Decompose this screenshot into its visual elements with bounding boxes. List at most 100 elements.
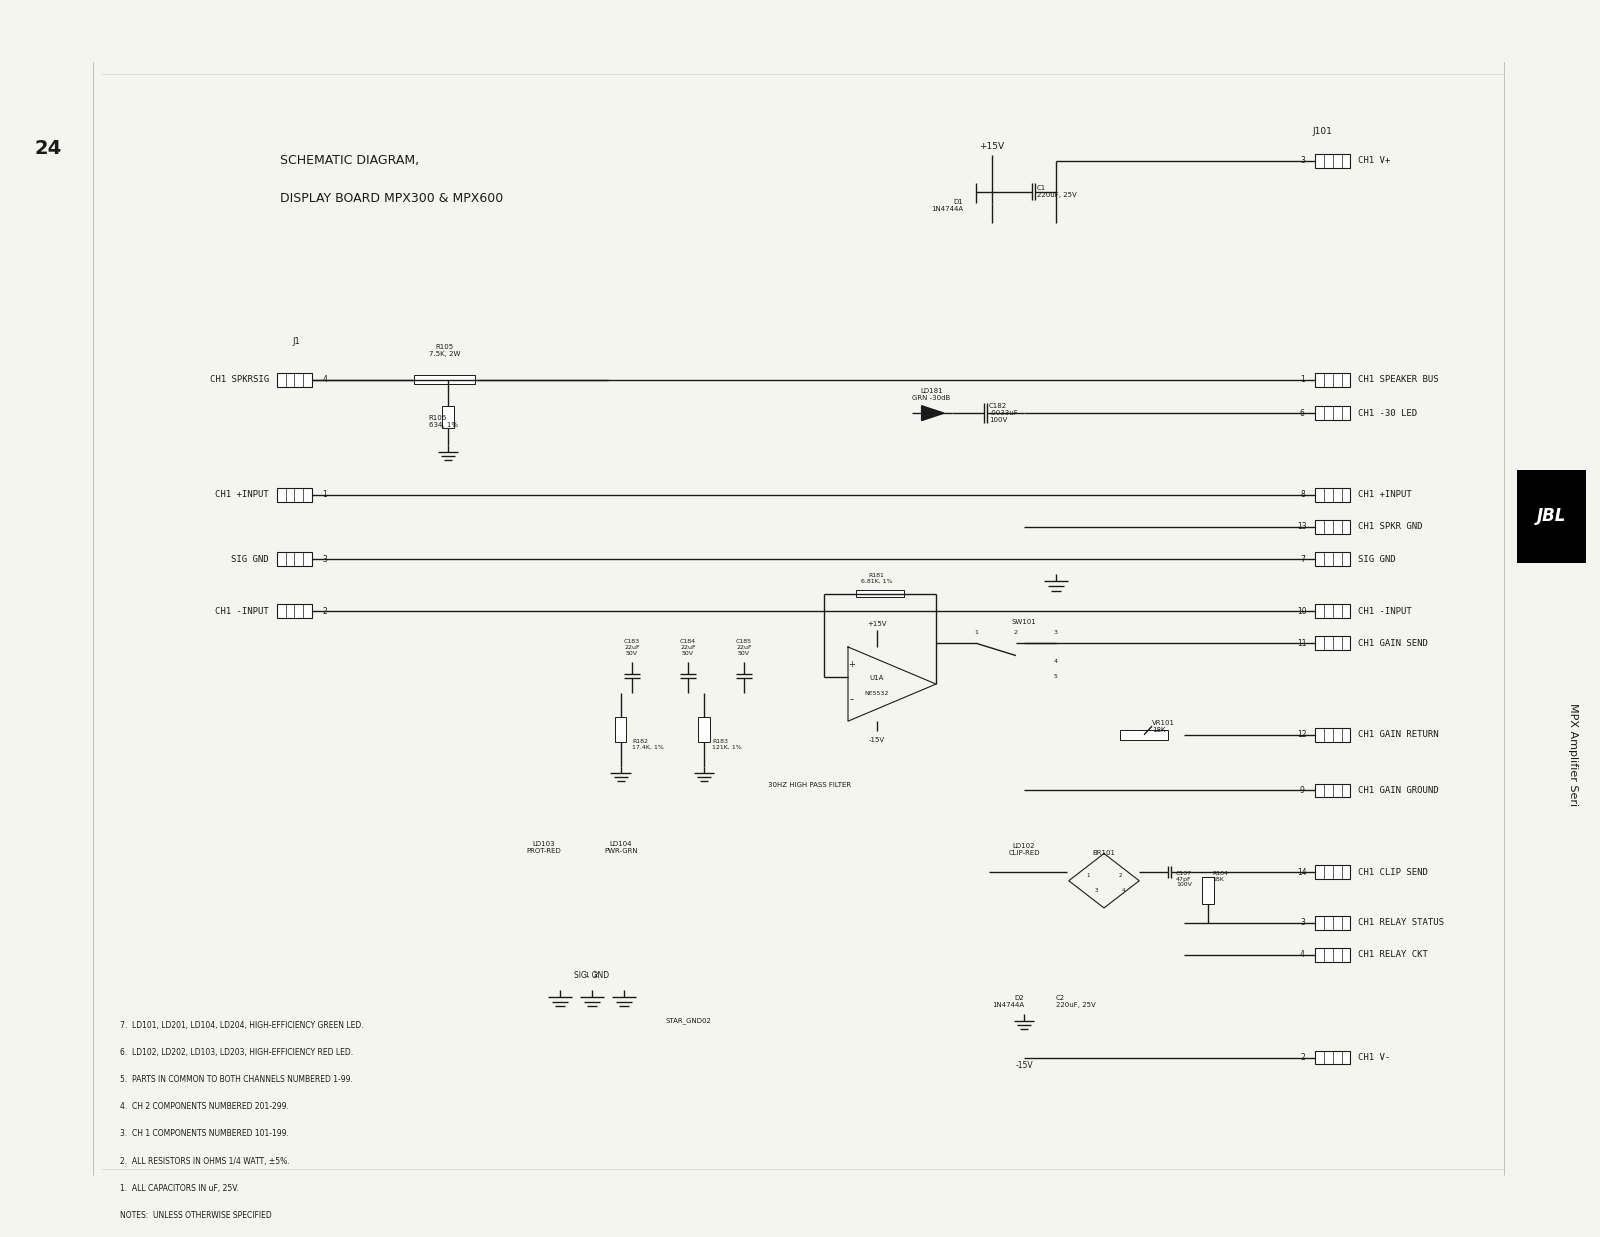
Text: CH1 SPKR GND: CH1 SPKR GND: [1358, 522, 1422, 532]
Bar: [1315, 520, 1350, 534]
Text: CH1 GAIN GROUND: CH1 GAIN GROUND: [1358, 785, 1438, 795]
Text: 30HZ HIGH PASS FILTER: 30HZ HIGH PASS FILTER: [768, 782, 851, 788]
Text: SW101: SW101: [1011, 618, 1037, 625]
Text: CH1 -30 LED: CH1 -30 LED: [1358, 408, 1418, 418]
Text: 2: 2: [1301, 1053, 1304, 1063]
Text: SIG. GND: SIG. GND: [574, 971, 610, 980]
Text: CH1 -INPUT: CH1 -INPUT: [214, 606, 269, 616]
Text: 4: 4: [322, 375, 328, 385]
Text: 14: 14: [1298, 867, 1307, 877]
Text: U1A: U1A: [870, 675, 883, 680]
Text: DISPLAY BOARD MPX300 & MPX600: DISPLAY BOARD MPX300 & MPX600: [280, 192, 504, 205]
Bar: [1315, 784, 1350, 798]
Text: R106
634, 1%: R106 634, 1%: [429, 416, 458, 428]
Text: D1
1N4744A: D1 1N4744A: [931, 199, 963, 212]
Bar: [1120, 730, 1168, 740]
Bar: [277, 552, 312, 565]
Text: SIG GND: SIG GND: [1358, 554, 1397, 564]
Text: -15V: -15V: [869, 737, 885, 743]
Text: LD104
PWR-GRN: LD104 PWR-GRN: [603, 840, 638, 854]
Text: R183
121K, 1%: R183 121K, 1%: [712, 740, 742, 750]
Bar: [1315, 406, 1350, 419]
Text: D2
1N4744A: D2 1N4744A: [992, 996, 1024, 1008]
Text: R181
6.81K, 1%: R181 6.81K, 1%: [861, 573, 893, 584]
Text: CH1 RELAY STATUS: CH1 RELAY STATUS: [1358, 918, 1445, 928]
Text: -: -: [850, 694, 853, 704]
Bar: [277, 487, 312, 502]
Text: 4: 4: [1054, 659, 1058, 664]
Text: 3: 3: [1094, 888, 1098, 893]
Text: 3: 3: [1299, 918, 1306, 928]
Text: 1: 1: [323, 490, 326, 500]
Bar: [1315, 866, 1350, 878]
Text: 4: 4: [1299, 950, 1306, 960]
Text: 4: 4: [1122, 888, 1125, 893]
Text: 2.  ALL RESISTORS IN OHMS 1/4 WATT, ±5%.: 2. ALL RESISTORS IN OHMS 1/4 WATT, ±5%.: [120, 1157, 290, 1165]
Text: VR101
18K: VR101 18K: [1152, 720, 1174, 732]
Text: C184
22uF
50V: C184 22uF 50V: [680, 640, 696, 656]
Text: 11: 11: [1298, 638, 1307, 648]
Text: 7.  LD101, LD201, LD104, LD204, HIGH-EFFICIENCY GREEN LED.: 7. LD101, LD201, LD104, LD204, HIGH-EFFI…: [120, 1021, 363, 1029]
Bar: [1315, 374, 1350, 386]
Text: J101: J101: [1312, 127, 1331, 136]
Text: C2
220uF, 25V: C2 220uF, 25V: [1056, 996, 1096, 1008]
Bar: [1315, 948, 1350, 962]
Text: LD102
CLIP-RED: LD102 CLIP-RED: [1008, 842, 1040, 856]
Text: CH1 GAIN RETURN: CH1 GAIN RETURN: [1358, 730, 1438, 740]
Text: 1: 1: [1301, 375, 1304, 385]
Text: 1.  ALL CAPACITORS IN uF, 25V.: 1. ALL CAPACITORS IN uF, 25V.: [120, 1184, 238, 1192]
Text: C1
220uF, 25V: C1 220uF, 25V: [1037, 186, 1077, 198]
Bar: [1315, 637, 1350, 651]
Bar: [698, 717, 710, 742]
Text: 5.  PARTS IN COMMON TO BOTH CHANNELS NUMBERED 1-99.: 5. PARTS IN COMMON TO BOTH CHANNELS NUMB…: [120, 1075, 354, 1084]
Text: -15V: -15V: [1014, 1061, 1034, 1070]
Text: BR101: BR101: [1093, 850, 1115, 856]
Text: +15V: +15V: [979, 142, 1005, 151]
Text: CH1 SPEAKER BUS: CH1 SPEAKER BUS: [1358, 375, 1438, 385]
Text: CH1 V-: CH1 V-: [1358, 1053, 1390, 1063]
Text: 2: 2: [1014, 630, 1018, 635]
Text: 24: 24: [34, 139, 62, 158]
Text: JBL: JBL: [1536, 507, 1566, 524]
Bar: [1517, 470, 1586, 563]
Text: 12: 12: [1298, 730, 1307, 740]
Bar: [1315, 727, 1350, 741]
Text: +: +: [848, 659, 854, 669]
Text: 3: 3: [322, 554, 328, 564]
Text: 7: 7: [1299, 554, 1306, 564]
Text: C182
.0033uF
100V: C182 .0033uF 100V: [989, 403, 1018, 423]
Text: 1: 1: [974, 630, 978, 635]
Bar: [1315, 1051, 1350, 1064]
Text: NE5532: NE5532: [864, 691, 890, 696]
Text: R182
17.4K, 1%: R182 17.4K, 1%: [632, 740, 664, 750]
Bar: [1315, 155, 1350, 167]
Text: 4.  CH 2 COMPONENTS NUMBERED 201-299.: 4. CH 2 COMPONENTS NUMBERED 201-299.: [120, 1102, 290, 1111]
Bar: [1315, 915, 1350, 930]
Text: 6.  LD102, LD202, LD103, LD203, HIGH-EFFICIENCY RED LED.: 6. LD102, LD202, LD103, LD203, HIGH-EFFI…: [120, 1048, 354, 1056]
Text: CH1 +INPUT: CH1 +INPUT: [214, 490, 269, 500]
Text: LD103
PROT-RED: LD103 PROT-RED: [526, 840, 562, 854]
Bar: [616, 717, 627, 742]
Bar: [414, 376, 475, 383]
Text: MPX Amplifier Seri: MPX Amplifier Seri: [1568, 703, 1578, 807]
Text: 8: 8: [1301, 490, 1304, 500]
Text: 3.  CH 1 COMPONENTS NUMBERED 101-199.: 3. CH 1 COMPONENTS NUMBERED 101-199.: [120, 1129, 290, 1138]
Bar: [1315, 487, 1350, 502]
Polygon shape: [922, 406, 944, 421]
Text: 2: 2: [323, 606, 326, 616]
Text: 1: 1: [1086, 873, 1090, 878]
Text: +15V: +15V: [867, 621, 886, 627]
Bar: [856, 590, 904, 597]
Bar: [1203, 877, 1214, 904]
Text: CH1 +INPUT: CH1 +INPUT: [1358, 490, 1413, 500]
Text: 3: 3: [1054, 630, 1058, 635]
Text: NOTES:  UNLESS OTHERWISE SPECIFIED: NOTES: UNLESS OTHERWISE SPECIFIED: [120, 1211, 272, 1220]
Text: 5: 5: [1054, 674, 1058, 679]
Text: CH1 V+: CH1 V+: [1358, 156, 1390, 166]
Bar: [1315, 552, 1350, 565]
Bar: [442, 406, 454, 428]
Text: CH1 CLIP SEND: CH1 CLIP SEND: [1358, 867, 1429, 877]
Text: SCHEMATIC DIAGRAM,: SCHEMATIC DIAGRAM,: [280, 153, 419, 167]
Text: CH1 GAIN SEND: CH1 GAIN SEND: [1358, 638, 1429, 648]
Text: C183
22uF
50V: C183 22uF 50V: [624, 640, 640, 656]
